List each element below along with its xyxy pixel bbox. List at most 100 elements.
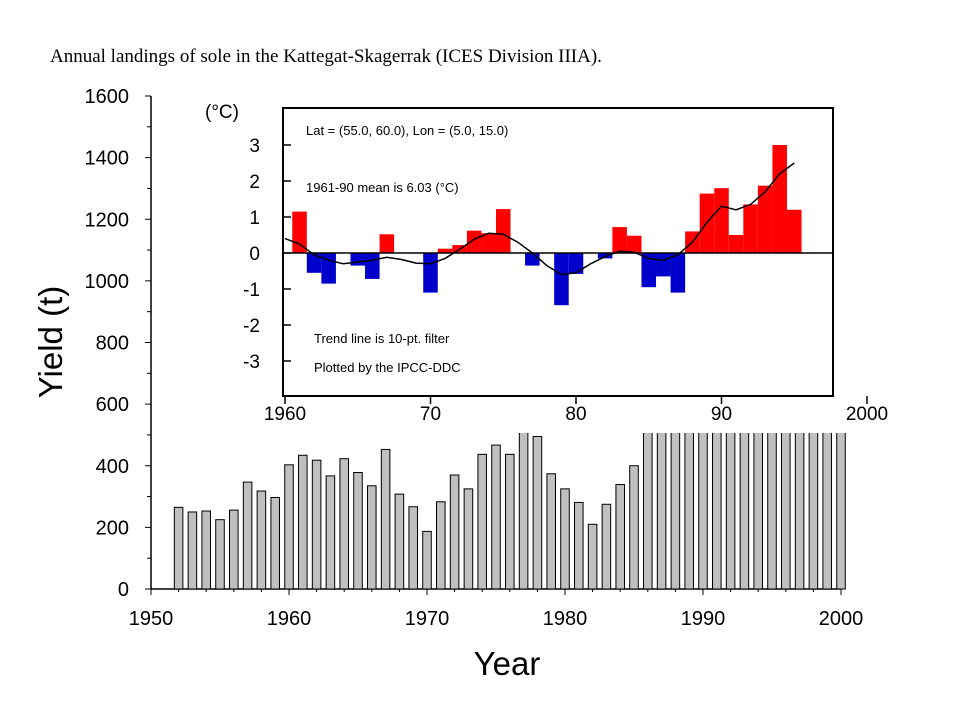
landings-bar xyxy=(367,485,377,590)
landings-bar xyxy=(505,453,515,590)
temperature-anomaly-bar xyxy=(466,230,482,253)
inset-y-tick-label: 2 xyxy=(249,172,260,193)
landings-bar xyxy=(215,519,225,590)
y-tick-label: 1200 xyxy=(85,209,130,231)
temperature-anomaly-bar xyxy=(568,253,584,274)
temperature-anomaly-bar xyxy=(714,188,729,253)
y-tick-label: 1400 xyxy=(85,148,130,170)
landings-bar xyxy=(491,444,501,590)
y-tick-label: 400 xyxy=(96,456,129,478)
landings-bar xyxy=(270,496,280,590)
inset-x-tick-label: 80 xyxy=(565,404,586,425)
temperature-anomaly-bar xyxy=(612,227,627,253)
landings-bar xyxy=(436,501,446,590)
y-tick-label: 800 xyxy=(96,333,129,355)
trend-line xyxy=(284,162,795,276)
landings-bar xyxy=(574,501,584,590)
temperature-anomaly-bar xyxy=(365,253,380,279)
temperature-anomaly-bar xyxy=(525,253,540,266)
y-tick-label: 600 xyxy=(96,394,129,416)
temperature-anomaly-bar xyxy=(772,145,787,253)
landings-bar xyxy=(422,530,432,590)
x-axis-title: Year xyxy=(474,645,541,682)
landings-bar xyxy=(463,488,474,590)
temperature-anomaly-bar xyxy=(728,235,744,253)
landings-bar xyxy=(449,474,460,590)
temperature-anomaly-bar xyxy=(423,253,438,293)
chart-title: Annual landings of sole in the Kattegat-… xyxy=(50,46,602,67)
inset-x-tick-label: 2000 xyxy=(846,404,888,425)
landings-bar xyxy=(339,458,349,590)
inset-x-tick-label: 1960 xyxy=(264,404,306,425)
temperature-anomaly-bar xyxy=(743,204,758,253)
inset-y-tick-label: 0 xyxy=(249,244,260,265)
x-tick-label: 2000 xyxy=(819,608,864,630)
temperature-anomaly-bar xyxy=(292,211,307,253)
x-tick-label: 1950 xyxy=(129,608,174,630)
x-tick-label: 1960 xyxy=(267,608,312,630)
landings-bar xyxy=(242,481,253,590)
landings-bar xyxy=(408,506,418,590)
inset-annotation-source: Plotted by the IPCC-DDC xyxy=(314,360,461,375)
temperature-anomaly-bar xyxy=(670,253,686,293)
temperature-anomaly-bar xyxy=(481,233,496,253)
inset-y-tick-label: -1 xyxy=(243,280,260,301)
landings-bar xyxy=(187,511,198,590)
landings-bar xyxy=(629,465,639,590)
landings-bar xyxy=(518,430,529,590)
landings-bar xyxy=(546,473,556,590)
landings-bar xyxy=(532,435,543,590)
x-tick-label: 1990 xyxy=(681,608,726,630)
landings-bar xyxy=(325,475,336,590)
temperature-anomaly-bar xyxy=(597,253,613,259)
inset-trend-line xyxy=(283,162,833,276)
inset-y-tick-label: 1 xyxy=(249,208,260,229)
landings-bar xyxy=(201,510,211,590)
temperature-anomaly-bar xyxy=(350,253,366,266)
landings-bar xyxy=(560,488,570,590)
inset-y-axis-title: (°C) xyxy=(205,102,239,123)
y-tick-label: 0 xyxy=(118,579,129,601)
landings-bar xyxy=(353,472,363,590)
inset-x-tick-label: 70 xyxy=(420,404,441,425)
temperature-anomaly-bar xyxy=(626,235,642,253)
landings-bar xyxy=(587,523,598,590)
inset-y-tick-label: -2 xyxy=(243,316,260,337)
temperature-anomaly-bar xyxy=(495,209,511,253)
temperature-anomaly-bar xyxy=(656,253,671,277)
landings-bar xyxy=(380,448,391,590)
temperature-anomaly-bar xyxy=(786,209,802,253)
temperature-anomaly-bar xyxy=(379,234,395,253)
y-tick-label: 1000 xyxy=(85,271,130,293)
temperature-anomaly-bar xyxy=(554,253,569,306)
inset-tick-labels: -3 -2 -1 0 1 2 3 1960 70 80 90 2000 xyxy=(243,136,888,425)
inset-annotation-trend: Trend line is 10-pt. filter xyxy=(314,331,450,346)
landings-bar xyxy=(477,453,487,590)
temperature-anomaly-bar xyxy=(641,253,657,288)
inset-temperature-chart: -3 -2 -1 0 1 2 3 1960 70 80 90 2000 (°C) Lat = (55.… xyxy=(180,88,888,433)
landings-bar xyxy=(394,493,405,590)
landings-bar xyxy=(284,464,294,590)
landings-bar xyxy=(229,509,239,590)
y-axis-title: Yield (t) xyxy=(32,286,69,398)
temperature-anomaly-bar xyxy=(306,253,322,273)
landings-bar xyxy=(173,506,184,590)
x-tick-label: 1980 xyxy=(543,608,588,630)
inset-plot-frame xyxy=(282,107,834,397)
inset-y-tick-label: 3 xyxy=(249,136,260,157)
temperature-anomaly-bar xyxy=(757,185,773,253)
y-tick-label: 200 xyxy=(96,517,129,539)
y-tick-label: 1600 xyxy=(85,86,130,108)
inset-y-tick-label: -3 xyxy=(243,352,260,373)
x-tick-label: 1970 xyxy=(405,608,450,630)
inset-annotation-latlon: Lat = (55.0, 60.0), Lon = (5.0, 15.0) xyxy=(306,123,508,138)
temperature-anomaly-bar xyxy=(437,248,453,253)
landings-bar xyxy=(256,490,267,590)
inset-annotation-mean: 1961-90 mean is 6.03 (°C) xyxy=(306,180,459,195)
landings-bar xyxy=(615,484,625,590)
landings-bar xyxy=(298,454,308,590)
inset-x-tick-label: 90 xyxy=(711,404,732,425)
landings-bar xyxy=(311,459,322,590)
